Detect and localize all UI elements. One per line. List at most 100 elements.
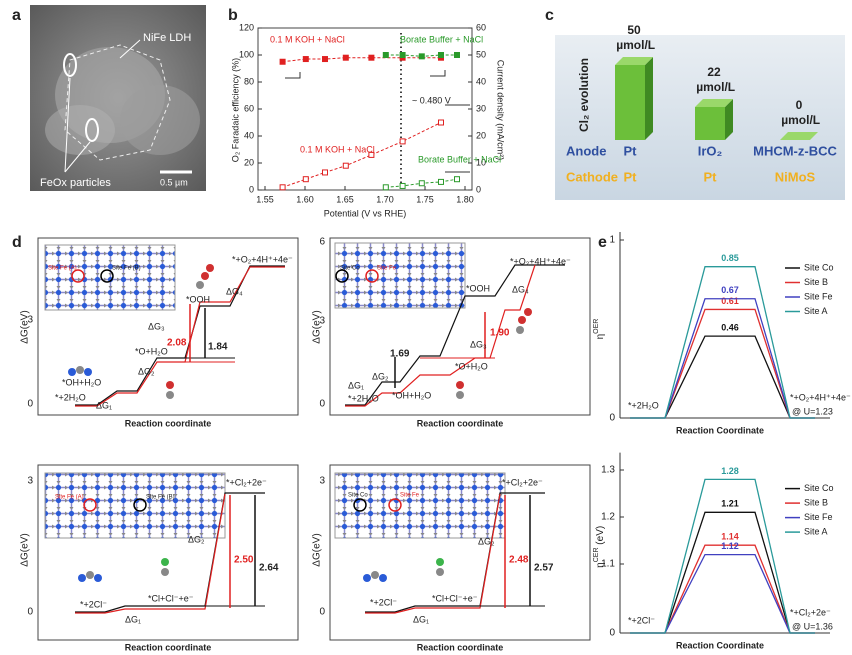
y-tick-label: 0 (319, 607, 325, 618)
y-tick-label: 0 (249, 184, 254, 194)
y-tick-label: 3 (319, 316, 325, 327)
step-label: ΔG₃ (470, 339, 487, 349)
y2-tick-label: 60 (476, 22, 486, 32)
data-point (322, 169, 328, 176)
arrow (285, 72, 301, 79)
value-label: 0.61 (721, 296, 739, 306)
data-point (438, 52, 444, 58)
y-tick-label: 1 (609, 235, 615, 246)
state-label: *OH+H₂O (392, 390, 431, 400)
x-axis-label: Reaction coordinate (417, 642, 504, 652)
state-label: *Cl+Cl⁻+e⁻ (432, 593, 478, 603)
y2-axis-label: Current density (mA/cm²) (496, 60, 506, 161)
diagram-1: Site Fe (A) Site Fe (B) ΔG(eV) 0 3 React… (20, 237, 299, 428)
state-label: *+Cl₂+2e⁻ (790, 607, 831, 617)
state-label: *+2H₂O (55, 392, 86, 402)
value-label: 0 µmol/L (778, 98, 820, 127)
energy-value: 1.90 (490, 328, 510, 339)
y-tick-label: 20 (244, 157, 254, 167)
y-axis-label: ΔG(eV) (312, 310, 323, 343)
micrograph: NiFe LDH FeOx particles 0.5 µm (30, 5, 206, 191)
x-tick-label: 1.80 (456, 194, 474, 204)
x-tick-label: 1.65 (336, 194, 354, 204)
site-label: Site Co (348, 493, 368, 499)
state-label: *+Cl₂+2e⁻ (502, 477, 543, 487)
y-tick-label: 3 (319, 476, 325, 487)
site-label: Site Co (340, 266, 360, 272)
cathode-label: NiMoS (775, 169, 816, 184)
anode-label: IrO₂ (698, 143, 723, 158)
row-label: Cathode (566, 169, 618, 184)
data-point (279, 184, 286, 191)
state-label: *+2H₂O (628, 400, 659, 410)
y-axis-label: ΔG(eV) (20, 310, 31, 343)
site-label: Site Fe (A) (55, 495, 84, 501)
annotation: ~ 0.480 V (412, 95, 451, 105)
bar-top (695, 99, 733, 107)
bar-top (615, 57, 653, 65)
step-label: ΔG₃ (148, 321, 165, 331)
state-label: *OOH (186, 294, 210, 304)
energy-value: 2.64 (259, 563, 279, 574)
step-label: ΔG₂ (138, 366, 155, 376)
y-axis-label-part: η (595, 562, 606, 568)
x-tick-label: 1.75 (416, 194, 434, 204)
data-point (399, 138, 406, 145)
y-axis-label-part: OER (593, 319, 600, 334)
y-tick-label: 1.1 (601, 559, 615, 570)
step-label: ΔG₂ (372, 371, 389, 381)
anode-label: MHCM-z-BCC (753, 143, 837, 158)
data-point (454, 176, 460, 183)
image-label: FeOx particles (40, 177, 111, 189)
y-tick-label: 120 (239, 22, 254, 32)
energy-value: 2.57 (534, 563, 554, 574)
state-label: *+Cl₂+2e⁻ (226, 477, 267, 487)
x-axis-label: Reaction coordinate (125, 418, 212, 428)
y2-tick-label: 0 (476, 184, 481, 194)
data-point (438, 178, 444, 185)
row-label: Anode (566, 143, 606, 158)
state-label: *+O₂+4H⁺+4e⁻ (510, 256, 571, 266)
data-point (302, 176, 309, 183)
y-tick-label: 0 (27, 399, 33, 410)
y-tick-label: 80 (244, 76, 254, 86)
step-label: ΔG₁ (96, 400, 112, 410)
y2-tick-label: 30 (476, 103, 486, 113)
y2-tick-label: 40 (476, 76, 486, 86)
profile-line (630, 478, 815, 634)
data-point (418, 53, 425, 60)
data-point (382, 184, 389, 191)
x-axis-label: Reaction Coordinate (676, 425, 764, 435)
data-point (322, 56, 328, 63)
data-point (342, 162, 349, 169)
value-label: 50 µmol/L (613, 23, 655, 52)
value-label: 0.46 (721, 322, 739, 332)
state-label: *+2Cl⁻ (628, 615, 655, 625)
diagram-3: Site Fe (A) Site Fe (B) ΔG(eV) 0 3 React… (20, 464, 299, 652)
value-label: 1.21 (721, 499, 739, 509)
anode-label: Pt (624, 143, 638, 158)
y-tick-label: 1.3 (601, 465, 615, 476)
data-point (279, 58, 286, 65)
site-label: Site Fe (B) (146, 495, 175, 501)
y-axis-label-part: (eV) (595, 526, 606, 548)
y-tick-label: 0 (609, 413, 615, 424)
legend-label: Site Fe (804, 512, 833, 522)
y-tick-label: 3 (27, 476, 33, 487)
value-label: 1.28 (721, 466, 739, 476)
value-label: 1.12 (721, 541, 739, 551)
y2-tick-label: 10 (476, 157, 486, 167)
state-label: *+2H₂O (348, 393, 379, 403)
x-tick-label: 1.55 (256, 194, 274, 204)
x-axis-label: Reaction coordinate (417, 418, 504, 428)
data-point (418, 180, 425, 187)
y-tick-label: 40 (244, 130, 254, 140)
annotation: 0.1 M KOH + NaCl (300, 144, 375, 154)
scale-bar-label: 0.5 µm (160, 177, 188, 187)
x-tick-label: 1.70 (376, 194, 394, 204)
y-axis-label: O₂ Faradaic efficiency (%) (230, 58, 240, 162)
state-note: @ U=1.23 (792, 406, 833, 416)
y-tick-label: 0 (27, 607, 33, 618)
data-point (399, 52, 406, 58)
